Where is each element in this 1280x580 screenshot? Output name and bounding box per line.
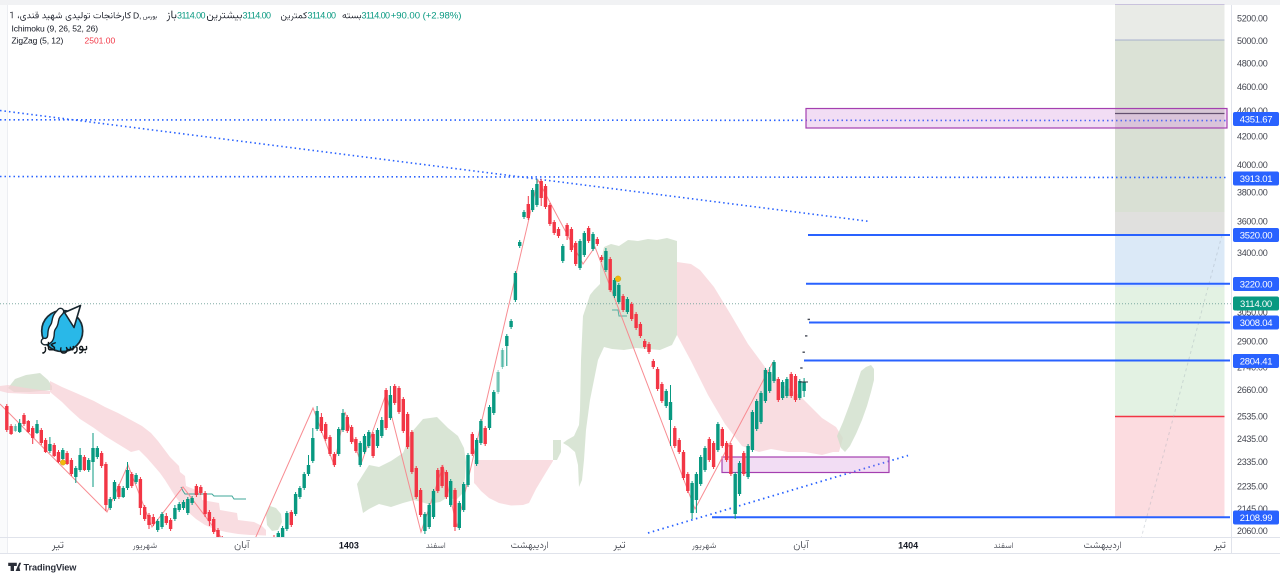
svg-text:3114.00: 3114.00 bbox=[243, 11, 272, 21]
svg-text:3050.00: 3050.00 bbox=[1237, 308, 1268, 318]
svg-text:3600.00: 3600.00 bbox=[1237, 217, 1268, 227]
svg-text:4200.00: 4200.00 bbox=[1237, 132, 1268, 142]
svg-text:TradingView: TradingView bbox=[24, 563, 78, 573]
svg-text:2501.00: 2501.00 bbox=[85, 36, 116, 46]
svg-text:5200.00: 5200.00 bbox=[1237, 14, 1268, 24]
svg-text:3400.00: 3400.00 bbox=[1237, 248, 1268, 258]
svg-text:2660.00: 2660.00 bbox=[1237, 385, 1268, 395]
svg-text:4000.00: 4000.00 bbox=[1237, 160, 1268, 170]
svg-text:2060.00: 2060.00 bbox=[1237, 526, 1268, 536]
svg-text:4351.67: 4351.67 bbox=[1240, 114, 1273, 125]
svg-text:3913.01: 3913.01 bbox=[1240, 174, 1273, 185]
svg-text:2535.00: 2535.00 bbox=[1237, 412, 1268, 422]
svg-text:+90.00 (+2.98%): +90.00 (+2.98%) bbox=[391, 11, 462, 22]
svg-text:3008.04: 3008.04 bbox=[1240, 318, 1273, 329]
svg-text:1403: 1403 bbox=[339, 541, 359, 551]
svg-text:5000.00: 5000.00 bbox=[1237, 36, 1268, 46]
svg-text:4400.00: 4400.00 bbox=[1237, 106, 1268, 116]
svg-text:3800.00: 3800.00 bbox=[1237, 188, 1268, 198]
svg-text:2145.00: 2145.00 bbox=[1237, 504, 1268, 514]
svg-text:2900.00: 2900.00 bbox=[1237, 337, 1268, 347]
svg-text:2335.00: 2335.00 bbox=[1237, 457, 1268, 467]
svg-text:2108.99: 2108.99 bbox=[1240, 513, 1273, 524]
svg-text:3114.00: 3114.00 bbox=[362, 11, 391, 21]
svg-text:3520.00: 3520.00 bbox=[1240, 230, 1273, 241]
svg-text:3220.00: 3220.00 bbox=[1240, 279, 1273, 290]
svg-text:2435.00: 2435.00 bbox=[1237, 434, 1268, 444]
svg-text:4800.00: 4800.00 bbox=[1237, 59, 1268, 69]
svg-text:3114.00: 3114.00 bbox=[1240, 299, 1272, 310]
svg-text:3114.00: 3114.00 bbox=[308, 11, 337, 21]
svg-text:2235.00: 2235.00 bbox=[1237, 482, 1268, 492]
svg-text:3114.00: 3114.00 bbox=[177, 11, 206, 21]
svg-text:2804.41: 2804.41 bbox=[1240, 356, 1273, 367]
svg-text:4600.00: 4600.00 bbox=[1237, 82, 1268, 92]
svg-text:D,: D, bbox=[133, 11, 141, 21]
svg-text:Ichimoku (9, 26, 52, 26): Ichimoku (9, 26, 52, 26) bbox=[12, 24, 99, 34]
svg-text:ZigZag (5, 12): ZigZag (5, 12) bbox=[12, 36, 64, 46]
svg-text:1404: 1404 bbox=[898, 541, 918, 551]
